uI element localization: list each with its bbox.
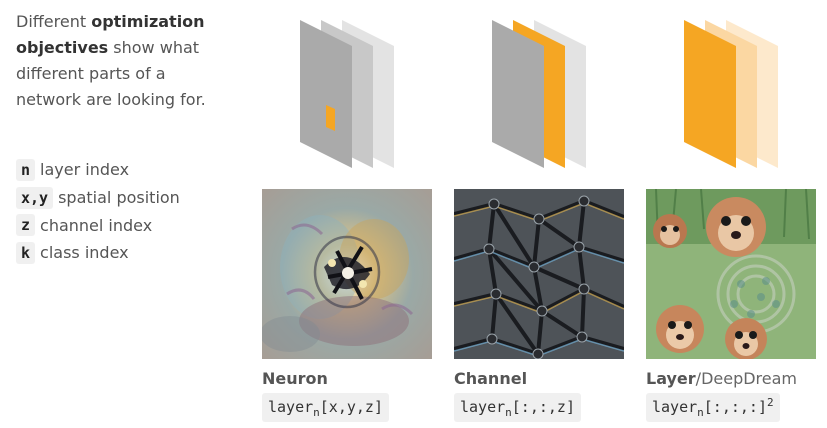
dog-face-left (653, 214, 687, 248)
legend-text: layer index (40, 160, 130, 180)
front-sheet (492, 20, 544, 168)
neuron-title-main: Neuron (262, 369, 328, 388)
channel-title: Channel (454, 369, 527, 388)
layer-title-main: Layer (646, 369, 696, 388)
layer-formula: layern[:,:,:]2 (646, 393, 780, 422)
formula-args: [:,:,:] (703, 398, 767, 416)
front-sheet (684, 20, 736, 168)
front-sheet (300, 20, 352, 168)
channel-visualization-image (454, 189, 624, 359)
legend-code: n (16, 158, 36, 181)
intro-bold: optimization objectives (16, 12, 205, 57)
legend-row-channel: z channel index (16, 211, 180, 239)
channel-formula: layern[:,:,z] (454, 393, 581, 422)
layer-title: Layer/DeepDream (646, 369, 797, 388)
legend-text: spatial position (58, 188, 180, 208)
dog-face-bottom-right (725, 318, 767, 359)
legend-text: class index (40, 243, 129, 263)
legend-row-layer: n layer index (16, 156, 180, 184)
layer-title-suffix: /DeepDream (695, 369, 798, 388)
formula-args: [x,y,z] (319, 398, 383, 416)
channel-layer-stack-icon (492, 20, 586, 168)
layer-stack-icon (684, 20, 778, 168)
formula-base: layer (652, 398, 698, 416)
neuron-title: Neuron (262, 369, 328, 388)
intro-text: Different optimization objectives show w… (16, 9, 231, 113)
legend-row-spatial: x,y spatial position (16, 184, 180, 212)
formula-subscript: n (697, 406, 704, 419)
neuron-layer-stack-icon (300, 20, 394, 168)
intro-part2: show what different parts of a network a… (16, 38, 206, 109)
formula-subscript: n (505, 406, 512, 419)
formula-args: [:,:,z] (511, 398, 575, 416)
column-layer-deepdream: Layer/DeepDream layern[:,:,:]2 (646, 0, 818, 428)
legend-row-class: k class index (16, 239, 180, 267)
legend-code: z (16, 214, 36, 237)
formula-base: layer (268, 398, 314, 416)
formula-subscript: n (313, 406, 320, 419)
legend-text: channel index (40, 215, 153, 235)
deepdream-visualization-image (646, 189, 816, 359)
neuron-formula: layern[x,y,z] (262, 393, 389, 422)
legend-code: k (16, 241, 36, 264)
neuron-highlight (326, 105, 335, 131)
formula-superscript: 2 (767, 396, 774, 409)
dog-face-bottom-left (656, 305, 704, 353)
column-channel: Channel layern[:,:,z] (454, 0, 626, 428)
channel-title-main: Channel (454, 369, 528, 388)
formula-base: layer (460, 398, 506, 416)
intro-part1: Different (16, 12, 92, 31)
dog-face-large (706, 197, 766, 257)
neuron-visualization-image (262, 189, 432, 359)
legend-code: x,y (16, 186, 54, 209)
notation-legend: n layer index x,y spatial position z cha… (16, 156, 180, 267)
column-neuron: Neuron layern[x,y,z] (262, 0, 434, 428)
